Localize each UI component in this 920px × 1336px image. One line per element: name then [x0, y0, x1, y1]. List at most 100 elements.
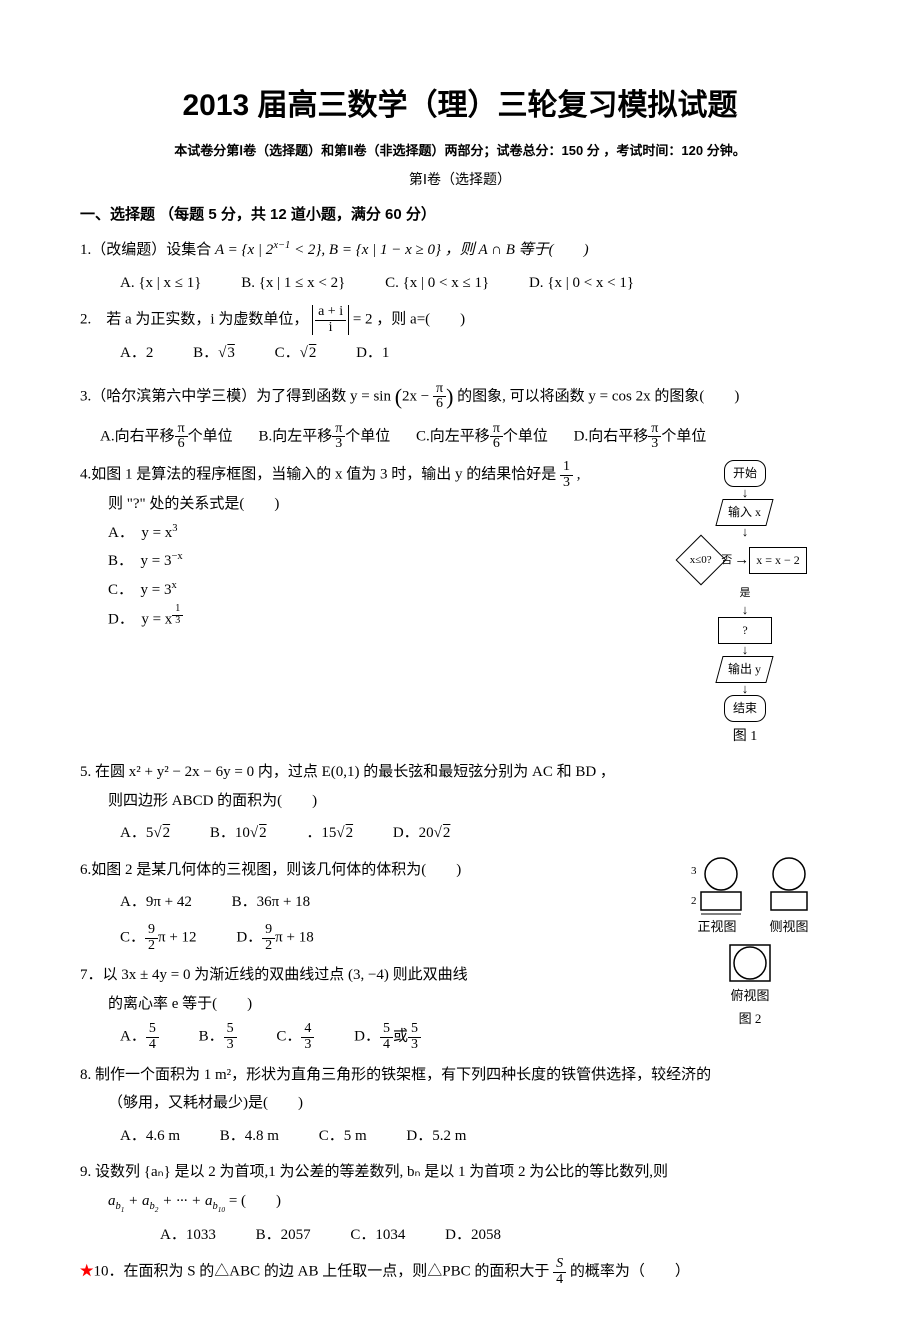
q8-text2: （够用，又耗材最少)是( )	[108, 1089, 840, 1118]
q9-opt-d: D．2058	[445, 1221, 501, 1250]
q10-text1: 10．在面积为 S 的△ABC 的边 AB 上任取一点，则△PBC 的面积大于	[93, 1264, 549, 1280]
q2-opt-d: D．1	[356, 339, 389, 368]
q4-opt-c: C． y = 3x	[108, 576, 640, 605]
q6-opt-d: D．92π + 18	[236, 923, 313, 953]
q1-exp: x−1	[273, 240, 290, 251]
q9-opt-b: B．2057	[256, 1221, 311, 1250]
q7-opt-a: A．54	[120, 1022, 159, 1052]
q2-text1: 2. 若 a 为正实数，i 为虚数单位，	[80, 312, 308, 328]
star-icon: ★	[80, 1264, 93, 1280]
q1-math1: A = {x | 2	[215, 242, 273, 258]
q2-opt-c: C．√2	[275, 339, 317, 368]
q3-opt-b: B.向左平移π3个单位	[258, 422, 390, 452]
arrow-icon: ↓	[742, 488, 749, 498]
exam-title: 2013 届高三数学（理）三轮复习模拟试题	[80, 80, 840, 124]
q4-line2: 则 "?" 处的关系式是( )	[108, 490, 640, 519]
question-6: 6.如图 2 是某几何体的三视图，则该几何体的体积为( ) A．9π + 42 …	[80, 856, 660, 953]
question-4: 4.如图 1 是算法的程序框图，当输入的 x 值为 3 时，输出 y 的结果恰好…	[80, 460, 840, 750]
q8-opt-a: A．4.6 m	[120, 1122, 180, 1151]
question-5: 5. 在圆 x² + y² − 2x − 6y = 0 内，过点 E(0,1) …	[80, 758, 840, 848]
q9-sum: ab1 + ab2 + ··· + ab10	[108, 1193, 225, 1209]
q5-opt-a: A．5√2	[120, 819, 170, 848]
flow-qmark: ?	[718, 617, 772, 644]
top-view: 俯视图	[660, 941, 840, 1004]
arrow-icon: ↓	[742, 645, 749, 655]
q1-opt-d: D. {x | 0 < x < 1}	[529, 269, 634, 298]
arrow-icon: ↓	[742, 527, 749, 537]
flow-assign: x = x − 2	[749, 547, 807, 574]
flowchart-figure: 开始 ↓ 输入 x ↓ x≤0? 否 → x = x − 2 是 ↓ ? ↓ 输…	[650, 460, 840, 750]
front-view: 3 2 3 正视图	[687, 856, 747, 935]
q7-opt-b: B．53	[199, 1022, 237, 1052]
question-3: 3.（哈尔滨第六中学三模）为了得到函数 y = sin (2x − π6) 的图…	[80, 376, 840, 452]
svg-text:3: 3	[691, 865, 697, 877]
three-view-figure: 3 2 3 正视图 侧视图	[660, 856, 840, 1027]
q7-text1: 7．以 3x ± 4y = 0 为渐近线的双曲线过点 (3, −4) 则此双曲线	[80, 967, 468, 983]
q5-text1: 5. 在圆 x² + y² − 2x − 6y = 0 内，过点 E(0,1) …	[80, 764, 615, 780]
q5-opt-b: B．10√2	[210, 819, 267, 848]
flow-input: 输入 x	[716, 499, 774, 526]
question-1: 1.（改编题）设集合 A = {x | 2x−1 < 2}, B = {x | …	[80, 236, 840, 297]
q7-opt-c: C．43	[276, 1022, 314, 1052]
arrow-icon: ↓	[742, 684, 749, 694]
q6-opt-a: A．9π + 42	[120, 888, 192, 917]
q2-abs: a + ii	[312, 305, 349, 335]
q7-opt-d: D．54或53	[354, 1022, 421, 1052]
q5-text2: 则四边形 ABCD 的面积为( )	[108, 787, 840, 816]
q4-text1: 4.如图 1 是算法的程序框图，当输入的 x 值为 3 时，输出 y 的结果恰好…	[80, 467, 556, 483]
q2-text2: = 2 ，则 a=( )	[353, 312, 465, 328]
part1-header: 第Ⅰ卷（选择题）	[80, 169, 840, 189]
figure1-label: 图 1	[650, 724, 840, 751]
q1-opt-b: B. {x | 1 ≤ x < 2}	[241, 269, 345, 298]
flow-end: 结束	[724, 695, 766, 722]
q3-text2: 的图象, 可以将函数 y = cos 2x 的图象( )	[457, 388, 739, 404]
q1-math2: < 2}, B = {x | 1 − x ≥ 0} ，则 A ∩ B 等于( )	[290, 242, 588, 258]
question-9: 9. 设数列 {aₙ} 是以 2 为首项,1 为公差的等差数列, bₙ 是以 1…	[80, 1158, 840, 1249]
question-10: ★10．在面积为 S 的△ABC 的边 AB 上任取一点，则△PBC 的面积大于…	[80, 1257, 840, 1287]
question-7: 7．以 3x ± 4y = 0 为渐近线的双曲线过点 (3, −4) 则此双曲线…	[80, 961, 660, 1052]
top-view-svg	[726, 941, 774, 985]
exam-header-note: 本试卷分第Ⅰ卷（选择题）和第Ⅱ卷（非选择题）两部分；试卷总分：150 分 ，考试…	[80, 140, 840, 159]
q6-text1: 6.如图 2 是某几何体的三视图，则该几何体的体积为( )	[80, 862, 461, 878]
front-view-svg: 3 2 3	[687, 856, 747, 916]
q1-lead: 1.（改编题）设集合	[80, 242, 215, 258]
branch-yes: 是	[740, 583, 751, 604]
q9-opt-a: A．1033	[160, 1221, 216, 1250]
flow-output: 输出 y	[716, 656, 774, 683]
q10-text2: 的概率为（ ）	[570, 1264, 690, 1280]
q6-opt-c: C．92π + 12	[120, 923, 197, 953]
q4-opt-b: B． y = 3−x	[108, 547, 640, 576]
side-view-svg	[765, 856, 813, 916]
q3-opt-a: A.向右平移π6个单位	[100, 422, 233, 452]
q4-opt-d: D． y = x13	[108, 604, 640, 634]
question-8: 8. 制作一个面积为 1 m²，形状为直角三角形的铁架框，有下列四种长度的铁管供…	[80, 1061, 840, 1151]
q3-text1: 3.（哈尔滨第六中学三模）为了得到函数 y = sin	[80, 388, 391, 404]
q2-opt-b: B．√3	[193, 339, 235, 368]
q5-opt-c: ．15√2	[306, 819, 353, 848]
q9-text1: 9. 设数列 {aₙ} 是以 2 为首项,1 为公差的等差数列, bₙ 是以 1…	[80, 1164, 668, 1180]
flow-condition: x≤0?	[676, 535, 727, 586]
exam-page: 2013 届高三数学（理）三轮复习模拟试题 本试卷分第Ⅰ卷（选择题）和第Ⅱ卷（非…	[0, 0, 920, 1336]
figure2-label: 图 2	[660, 1008, 840, 1027]
q8-opt-d: D．5.2 m	[406, 1122, 466, 1151]
question-2: 2. 若 a 为正实数，i 为虚数单位， a + ii = 2 ，则 a=( )…	[80, 305, 840, 368]
q6-opt-b: B．36π + 18	[232, 888, 311, 917]
q1-opt-a: A. {x | x ≤ 1}	[120, 269, 201, 298]
q3-opt-c: C.向左平移π6个单位	[416, 422, 548, 452]
q8-text1: 8. 制作一个面积为 1 m²，形状为直角三角形的铁架框，有下列四种长度的铁管供…	[80, 1067, 711, 1083]
arrow-right-icon: →	[734, 546, 749, 575]
q3-opt-d: D.向右平移π3个单位	[574, 422, 707, 452]
q9-opt-c: C．1034	[350, 1221, 405, 1250]
q8-opt-b: B．4.8 m	[220, 1122, 279, 1151]
side-view: 侧视图	[765, 856, 813, 935]
q4-opt-a: A． y = x3	[108, 519, 640, 548]
svg-text:2: 2	[691, 895, 697, 907]
section1-title: 一、选择题 （每题 5 分，共 12 道小题，满分 60 分）	[80, 203, 840, 224]
q8-opt-c: C．5 m	[319, 1122, 367, 1151]
q7-text2: 的离心率 e 等于( )	[108, 990, 660, 1019]
flow-start: 开始	[724, 460, 766, 487]
arrow-icon: ↓	[742, 605, 749, 615]
q5-opt-d: D．20√2	[393, 819, 451, 848]
q1-opt-c: C. {x | 0 < x ≤ 1}	[385, 269, 489, 298]
q2-opt-a: A．2	[120, 339, 153, 368]
